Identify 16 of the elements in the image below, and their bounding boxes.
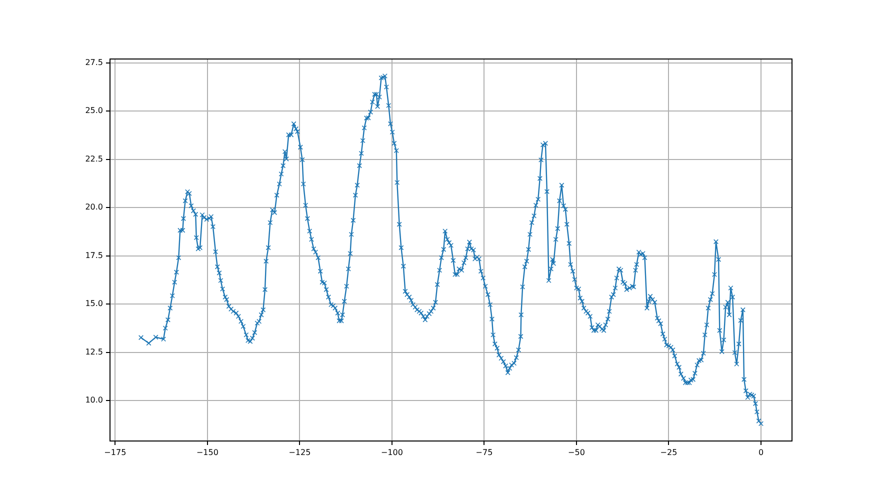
x-tick-label: −75 bbox=[476, 448, 493, 457]
x-tick-label: −100 bbox=[380, 448, 403, 457]
y-tick-label: 12.5 bbox=[85, 347, 103, 356]
y-tick-label: 15.0 bbox=[85, 299, 103, 308]
y-tick-label: 10.0 bbox=[85, 396, 103, 405]
x-tick-label: −125 bbox=[288, 448, 311, 457]
x-tick-label: −50 bbox=[568, 448, 585, 457]
y-tick-label: 22.5 bbox=[85, 154, 103, 164]
x-tick-label: −25 bbox=[660, 448, 678, 457]
y-tick-label: 17.5 bbox=[85, 250, 103, 260]
y-tick-label: 25.0 bbox=[85, 106, 103, 116]
y-tick-label: 27.5 bbox=[85, 58, 103, 67]
y-tick-label: 20.0 bbox=[85, 202, 103, 212]
x-tick-label: −150 bbox=[196, 448, 218, 457]
x-tick-label: 0 bbox=[758, 448, 764, 457]
x-tick-label: −175 bbox=[104, 448, 126, 457]
